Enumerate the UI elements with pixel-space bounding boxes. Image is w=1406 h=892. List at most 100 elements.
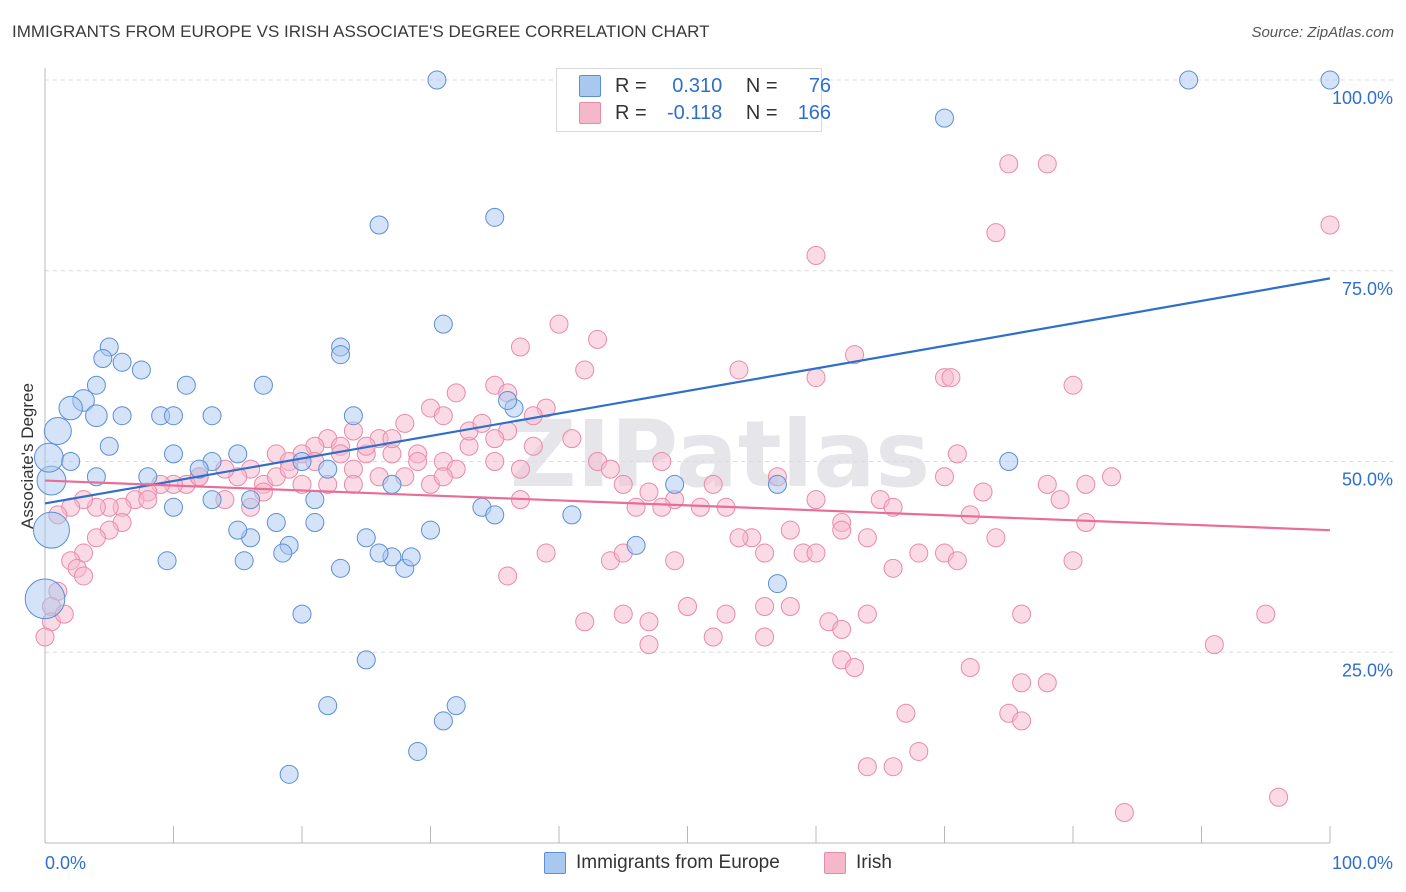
point-irish <box>780 596 800 616</box>
point-europe <box>164 406 183 426</box>
point-europe <box>331 345 351 365</box>
point-europe <box>356 650 376 670</box>
point-irish <box>755 596 775 616</box>
point-irish <box>292 474 312 494</box>
x-tick-label: 100.0% <box>1332 853 1393 873</box>
correlation-legend: R = 0.310 N = 76 R = -0.118 N = 166 <box>556 68 831 132</box>
point-europe <box>408 741 428 761</box>
point-irish <box>947 551 967 571</box>
point-irish <box>613 474 633 494</box>
point-europe <box>157 551 177 571</box>
point-europe <box>446 696 466 716</box>
point-europe <box>343 406 363 426</box>
point-irish <box>498 566 518 586</box>
point-irish <box>433 406 453 426</box>
point-irish <box>960 505 980 525</box>
point-irish <box>806 368 826 388</box>
point-irish <box>729 360 749 380</box>
point-irish <box>973 482 993 502</box>
point-europe <box>253 375 273 395</box>
point-irish <box>395 413 415 433</box>
point-europe <box>318 459 338 479</box>
point-europe <box>266 513 286 533</box>
point-irish <box>408 452 428 471</box>
point-irish <box>575 612 595 632</box>
point-irish <box>549 314 569 334</box>
point-irish <box>74 566 94 586</box>
point-irish <box>806 245 826 265</box>
point-irish <box>857 604 877 624</box>
legend-swatch-europe <box>579 75 601 97</box>
point-europe <box>85 404 108 428</box>
point-europe <box>433 314 453 334</box>
point-irish <box>665 551 685 571</box>
point-irish <box>703 474 723 494</box>
point-irish <box>1037 474 1057 494</box>
point-irish <box>806 543 826 563</box>
point-irish <box>485 452 505 471</box>
point-irish <box>1269 787 1289 807</box>
point-irish <box>845 345 865 365</box>
point-europe <box>401 547 421 567</box>
legend-n-label: N = <box>745 74 778 97</box>
point-europe <box>86 467 106 487</box>
point-europe <box>292 452 312 471</box>
point-europe <box>427 70 447 90</box>
watermark: ZIPatlas <box>510 401 930 508</box>
point-europe <box>562 505 582 525</box>
point-europe <box>767 474 787 494</box>
point-irish <box>883 757 903 777</box>
point-europe <box>382 474 402 494</box>
x-tick-label: 0.0% <box>45 853 86 873</box>
point-irish <box>716 604 736 624</box>
point-europe <box>24 578 66 620</box>
point-europe <box>292 604 312 624</box>
bottom-legend-label-irish: Irish <box>856 852 892 873</box>
legend-r-value-irish: -0.118 <box>667 101 723 124</box>
point-europe <box>626 535 646 555</box>
point-europe <box>1320 70 1340 90</box>
point-irish <box>999 154 1019 174</box>
point-irish <box>1076 513 1096 533</box>
point-irish <box>652 452 672 471</box>
legend-r-value-europe: 0.310 <box>672 74 723 97</box>
point-irish <box>755 627 775 647</box>
point-europe <box>33 442 64 473</box>
point-irish <box>652 497 672 517</box>
point-irish <box>1204 635 1224 655</box>
point-europe <box>498 390 518 410</box>
point-irish <box>1012 711 1032 731</box>
bottom-legend-swatch-europe <box>544 852 566 874</box>
point-irish <box>935 467 954 487</box>
bottom-legend-europe: Immigrants from Europe <box>544 852 780 874</box>
point-europe <box>86 375 106 395</box>
bottom-legend-irish: Irish <box>824 852 892 874</box>
point-europe <box>433 711 453 731</box>
point-irish <box>947 444 967 464</box>
point-irish <box>510 337 530 357</box>
point-europe <box>228 520 248 540</box>
point-europe <box>665 474 685 494</box>
point-irish <box>1114 802 1134 822</box>
point-irish <box>86 528 106 548</box>
point-europe <box>935 108 954 128</box>
point-europe <box>176 375 196 395</box>
point-irish <box>639 482 659 502</box>
bottom-legend-swatch-irish <box>824 852 846 874</box>
point-irish <box>909 741 929 761</box>
point-europe <box>485 207 505 227</box>
y-tick-label: 75.0% <box>1342 279 1393 299</box>
point-irish <box>1320 215 1340 235</box>
point-irish <box>806 490 826 510</box>
point-irish <box>613 604 633 624</box>
point-europe <box>305 513 325 533</box>
point-europe <box>112 352 132 372</box>
point-irish <box>1063 375 1083 395</box>
point-europe <box>234 551 254 571</box>
trendline-irish <box>44 479 1331 532</box>
legend-n-value-europe: 76 <box>808 74 832 97</box>
point-irish <box>472 413 492 433</box>
point-europe <box>164 497 183 517</box>
point-irish <box>909 543 929 563</box>
point-irish <box>941 368 961 388</box>
